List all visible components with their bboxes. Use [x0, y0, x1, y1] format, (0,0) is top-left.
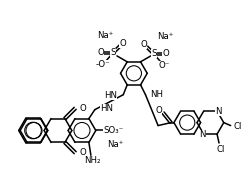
Text: -O⁻: -O⁻	[96, 60, 110, 69]
Text: HN: HN	[100, 104, 113, 113]
Text: NH: NH	[151, 90, 163, 99]
Text: S: S	[110, 48, 116, 57]
Text: O: O	[79, 104, 86, 113]
Text: O: O	[156, 106, 162, 115]
Text: SO₃⁻: SO₃⁻	[104, 126, 124, 135]
Text: Cl: Cl	[233, 122, 242, 131]
Text: O: O	[162, 49, 169, 58]
Text: N: N	[215, 107, 221, 116]
Text: O: O	[79, 148, 86, 157]
Text: HN: HN	[104, 91, 117, 100]
Text: S: S	[151, 49, 156, 58]
Text: Na⁺: Na⁺	[157, 32, 174, 41]
Text: O: O	[98, 48, 105, 57]
Text: Na⁺: Na⁺	[97, 31, 113, 40]
Text: N: N	[200, 130, 206, 139]
Text: Na⁺: Na⁺	[108, 140, 124, 149]
Text: O: O	[140, 40, 147, 49]
Text: Cl: Cl	[217, 145, 225, 154]
Text: NH₂: NH₂	[85, 156, 101, 165]
Text: O: O	[120, 39, 126, 48]
Text: O⁻: O⁻	[158, 61, 169, 70]
